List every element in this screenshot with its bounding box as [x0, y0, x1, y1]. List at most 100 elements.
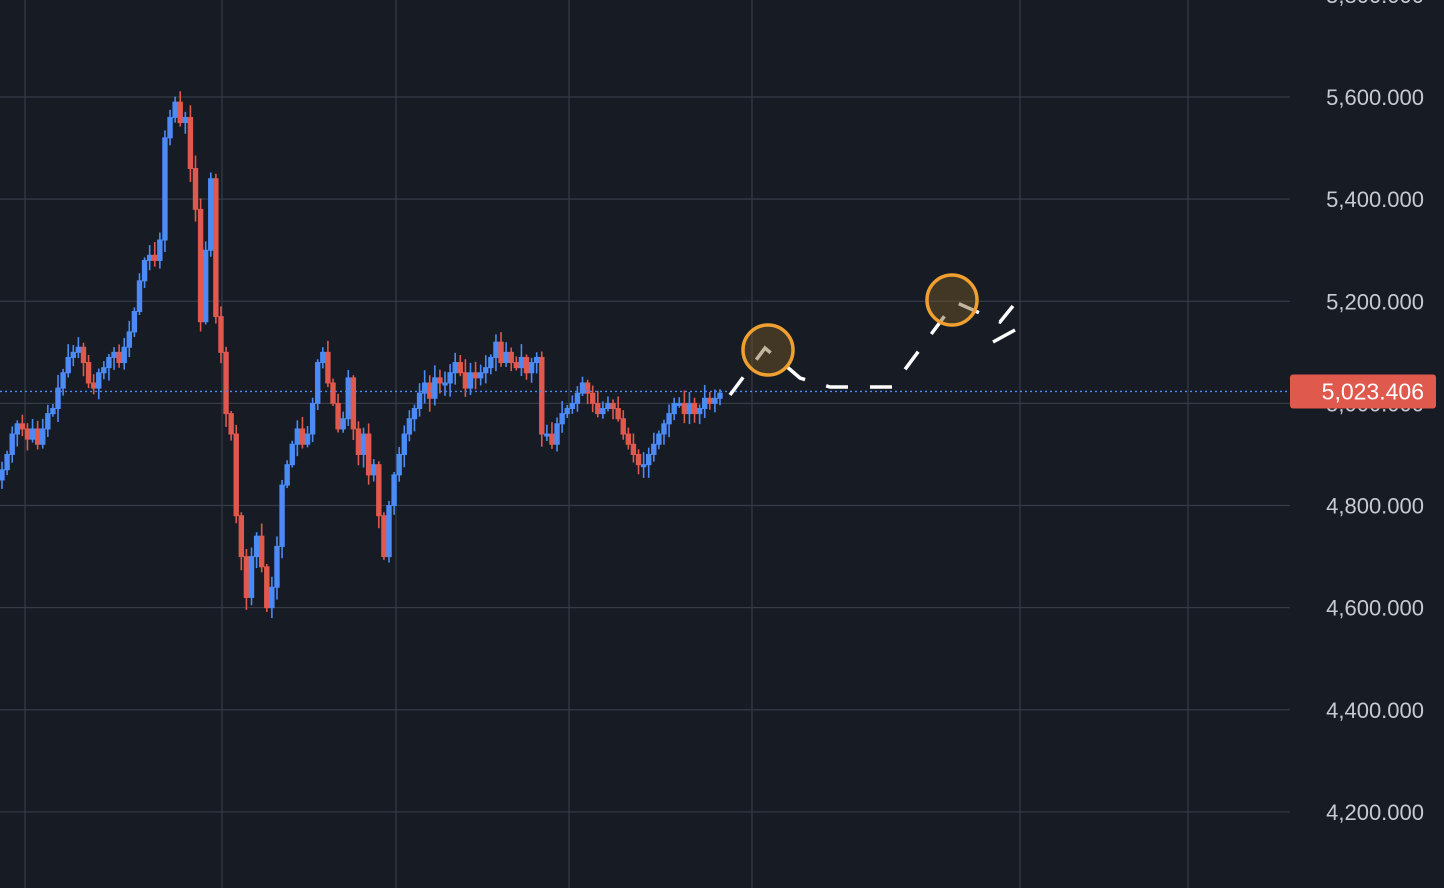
candle-body — [416, 392, 423, 410]
y-tick-label: 5,800.000 — [1326, 0, 1424, 8]
candle-body — [172, 101, 178, 118]
candle-body — [238, 515, 245, 558]
candle-body — [671, 402, 677, 415]
candle-body — [320, 351, 326, 364]
candle-body — [70, 351, 76, 358]
candle-body — [106, 356, 112, 369]
candle-body — [96, 372, 102, 389]
candle-body — [625, 433, 632, 445]
candle-body — [192, 168, 199, 210]
candle-body — [55, 387, 61, 410]
candle-body — [259, 535, 265, 568]
candle-body — [309, 402, 316, 435]
candle-body — [177, 101, 183, 124]
candle-body — [554, 423, 560, 445]
candle-body — [126, 331, 133, 348]
candle-body — [376, 464, 382, 517]
candle-body — [381, 515, 387, 558]
candle-body — [432, 377, 438, 399]
candle-body — [294, 428, 301, 445]
candle-body — [269, 586, 275, 609]
candle-body — [467, 372, 474, 389]
candle-body — [167, 116, 173, 139]
candle-body — [600, 408, 606, 415]
candle-body — [299, 428, 306, 445]
candle-body — [335, 402, 341, 430]
candle-body — [136, 280, 143, 312]
candle-body — [371, 464, 377, 476]
candle-body — [325, 351, 331, 384]
candle-body — [253, 535, 260, 558]
candle-body — [523, 356, 530, 374]
candle-body — [595, 402, 601, 415]
candle-body — [569, 402, 576, 410]
candle-body — [365, 433, 372, 476]
candle-body — [116, 351, 122, 364]
candle-body — [85, 362, 92, 384]
candle-body — [4, 453, 10, 471]
candle-body — [696, 408, 703, 415]
candle-body — [24, 428, 31, 440]
candle-body — [14, 423, 20, 435]
candle-body — [452, 362, 458, 374]
candle-body — [712, 397, 718, 404]
candle-body — [243, 556, 250, 598]
candle-body — [447, 372, 453, 384]
candle-body — [279, 484, 285, 547]
candle-body — [157, 239, 163, 261]
candle-body — [707, 397, 713, 404]
candle-body — [493, 341, 499, 358]
candle-body — [340, 418, 346, 430]
candle-body — [503, 351, 509, 364]
candle-body — [549, 433, 555, 445]
candle-body — [355, 428, 362, 455]
candle-body — [528, 362, 535, 374]
candle-body — [646, 453, 652, 466]
candle-body — [579, 382, 586, 394]
candle-body — [213, 178, 219, 318]
candle-body — [228, 413, 234, 435]
candle-body — [406, 418, 413, 435]
candle-body — [401, 433, 407, 455]
candle-body — [651, 443, 657, 455]
candle-body — [391, 474, 397, 507]
candle-body — [0, 469, 5, 481]
candle-body — [620, 418, 626, 435]
candle-body — [686, 402, 693, 415]
candle-body — [544, 433, 550, 437]
candle-body — [539, 356, 545, 435]
candle-body — [146, 254, 153, 261]
candle-body — [360, 433, 367, 455]
candle-body — [442, 382, 448, 386]
candle-body — [248, 556, 255, 598]
candle-body — [411, 408, 418, 420]
candle-body — [421, 382, 428, 394]
candle-body — [345, 377, 351, 420]
y-tick-label: 4,800.000 — [1326, 494, 1424, 519]
overlays — [0, 273, 1290, 397]
candle-body — [681, 402, 688, 415]
y-tick-label: 4,600.000 — [1326, 596, 1424, 621]
candle-body — [584, 382, 591, 394]
candle-body — [656, 433, 662, 445]
candle-body — [50, 408, 56, 415]
candle-body — [477, 372, 484, 379]
candle-body — [304, 433, 311, 445]
candle-body — [630, 443, 637, 455]
projection-arrow-tip — [992, 328, 1016, 344]
candle-body — [34, 428, 41, 445]
candle-body — [513, 362, 520, 369]
candle-body — [640, 464, 647, 468]
candle-body — [488, 356, 494, 369]
candle-body — [162, 137, 168, 241]
candle-body — [661, 423, 667, 435]
y-tick-label: 4,200.000 — [1326, 800, 1424, 825]
candle-body — [152, 254, 158, 261]
candle-body — [60, 372, 66, 389]
candle-body — [437, 377, 443, 384]
candle-body — [518, 356, 525, 369]
candle-body — [197, 208, 204, 323]
candle-body — [90, 382, 97, 389]
candle-body — [457, 362, 463, 374]
